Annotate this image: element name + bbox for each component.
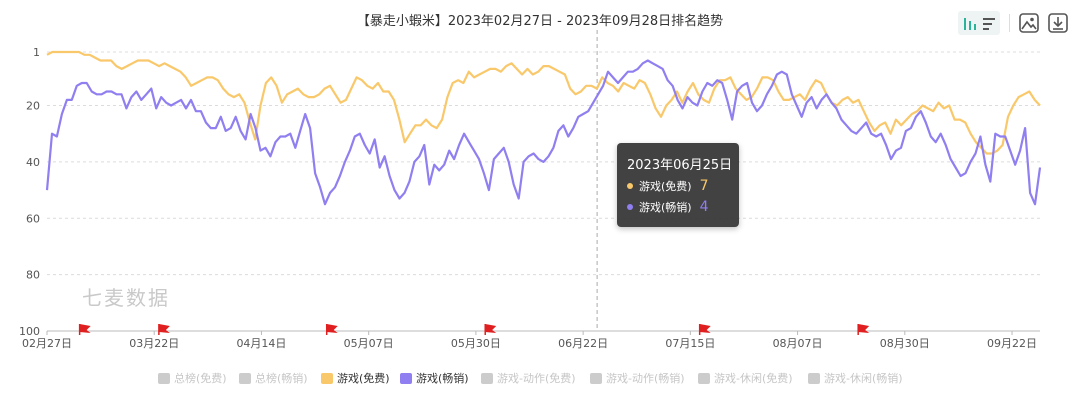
x-tick-label: 08月30日 — [880, 337, 930, 350]
x-tick-label: 06月22日 — [558, 337, 608, 350]
tooltip-series-name: 游戏(畅销) — [639, 201, 692, 214]
legend-swatch — [239, 373, 251, 384]
image-icon[interactable] — [1019, 13, 1039, 33]
legend-label: 游戏(免费) — [337, 371, 390, 385]
y-tick-label: 40 — [26, 156, 40, 169]
y-tick-label: 1 — [33, 46, 40, 59]
legend-swatch — [808, 373, 820, 384]
flag-icon[interactable] — [484, 324, 497, 335]
legend-label: 游戏(畅销) — [416, 371, 469, 385]
y-axis: 1 20 40 60 80 100 — [19, 46, 40, 338]
y-tick-label: 80 — [26, 269, 40, 282]
x-tick-label: 07月15日 — [665, 337, 715, 350]
flag-cloth — [326, 324, 338, 333]
x-tick-label: 05月07日 — [344, 337, 394, 350]
legend-swatch — [158, 373, 170, 384]
paid-dot-icon — [627, 204, 633, 210]
legend-swatch — [698, 373, 710, 384]
legend-swatch — [590, 373, 602, 384]
series-line-1 — [45, 59, 1042, 206]
flag-cloth — [699, 324, 711, 333]
flag-icon[interactable] — [325, 324, 338, 335]
x-tick-label: 02月27日 — [22, 337, 72, 350]
series — [45, 50, 1042, 206]
legend-item[interactable]: 游戏-休闲(畅销) — [808, 371, 903, 385]
legend-label: 总榜(畅销) — [255, 371, 308, 385]
watermark: 七麦数据 — [82, 286, 170, 310]
legend-item[interactable]: 总榜(畅销) — [239, 371, 308, 385]
legend-label: 游戏-动作(免费) — [497, 371, 576, 385]
flag-cloth — [79, 324, 91, 333]
x-tick-label: 04月14日 — [236, 337, 286, 350]
legend-swatch — [321, 373, 333, 384]
x-axis: 02月27日 03月22日 04月14日 05月07日 05月30日 06月22日 07月1… — [22, 331, 1037, 350]
download-icon[interactable] — [1048, 13, 1068, 33]
legend-label: 游戏-动作(畅销) — [606, 371, 685, 385]
legend-label: 游戏-休闲(畅销) — [824, 371, 903, 385]
flag-icon[interactable] — [158, 324, 170, 335]
y-tick-label: 100 — [19, 325, 40, 338]
legend-item[interactable]: 游戏-休闲(免费) — [698, 371, 793, 385]
legend-item[interactable]: 游戏(畅销) — [400, 371, 469, 385]
y-tick-label: 20 — [26, 100, 40, 113]
tooltip-value: 7 — [699, 178, 709, 194]
legend-item[interactable]: 游戏-动作(免费) — [481, 371, 576, 385]
legend[interactable]: 总榜(免费) 总榜(畅销) 游戏(免费) 游戏(畅销) 游戏-动作(免费) 游戏-动作(畅… — [158, 371, 903, 385]
legend-item[interactable]: 总榜(免费) — [158, 371, 227, 385]
x-tick-label: 09月22日 — [987, 337, 1037, 350]
toolbar-divider — [1009, 14, 1010, 32]
legend-swatch — [481, 373, 493, 384]
free-dot-icon — [627, 183, 633, 189]
chart-title: 【暴走小蝦米】2023年02月27日 - 2023年09月28日排名趋势 — [357, 13, 723, 29]
bar-chart-icon[interactable] — [963, 15, 977, 31]
legend-swatch — [400, 373, 412, 384]
series-line-0 — [46, 50, 1041, 155]
flag-cloth — [158, 324, 170, 333]
list-icon[interactable] — [982, 15, 996, 31]
tooltip-title: 2023年06月25日 — [627, 158, 733, 173]
legend-item[interactable]: 游戏(免费) — [321, 371, 390, 385]
x-tick-label: 05月30日 — [451, 337, 501, 350]
legend-item[interactable]: 游戏-动作(畅销) — [590, 371, 685, 385]
x-tick-label: 03月22日 — [129, 337, 179, 350]
flag-icon[interactable] — [698, 324, 711, 335]
tooltip-value: 4 — [699, 199, 709, 215]
tooltip-row-paid: 游戏(畅销) 4 — [627, 199, 709, 215]
grid — [47, 51, 1040, 332]
tooltip-row-free: 游戏(免费) 7 — [627, 178, 709, 194]
tooltip: 2023年06月25日 游戏(免费) 7 游戏(畅销) 4 — [617, 143, 739, 227]
y-tick-label: 60 — [26, 212, 40, 225]
event-flags[interactable] — [78, 324, 870, 335]
flag-cloth — [858, 324, 870, 333]
legend-label: 总榜(免费) — [174, 371, 227, 385]
flag-icon[interactable] — [78, 324, 91, 335]
flag-cloth — [485, 324, 497, 333]
tooltip-series-name: 游戏(免费) — [639, 180, 692, 193]
legend-label: 游戏-休闲(免费) — [714, 371, 793, 385]
flag-icon[interactable] — [857, 324, 870, 335]
x-tick-label: 08月07日 — [773, 337, 823, 350]
